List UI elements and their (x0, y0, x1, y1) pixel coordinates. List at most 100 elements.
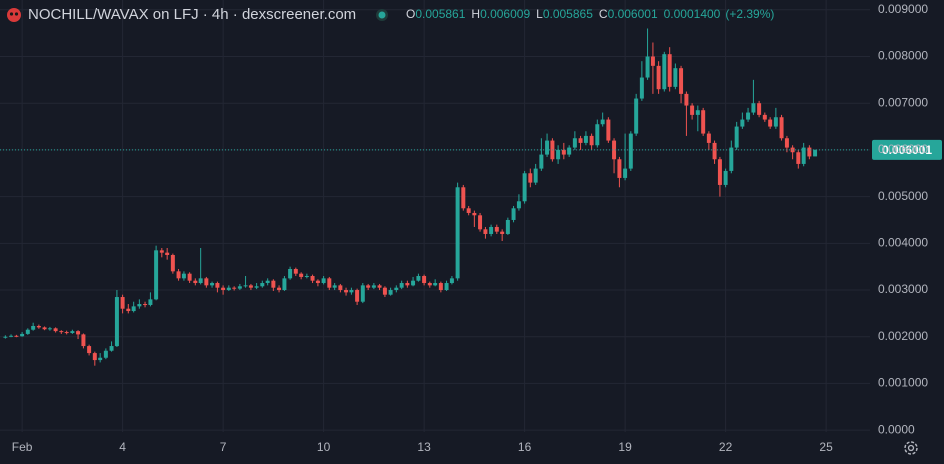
y-tick-label: 0.003000 (878, 282, 928, 296)
candle-body (690, 105, 695, 115)
x-tick-label: 13 (417, 440, 431, 454)
candle-body (221, 287, 226, 291)
candle-body (494, 226, 499, 232)
token-icon-eye (14, 12, 19, 16)
candle-body (455, 187, 460, 279)
x-tick-label: Feb (12, 440, 33, 454)
candle-body (740, 119, 745, 127)
candle-body (271, 280, 276, 288)
candle-body (226, 287, 231, 291)
candle-body (712, 142, 717, 160)
candle-body (779, 117, 784, 139)
candle-body (53, 328, 58, 332)
x-tick-label: 19 (618, 440, 632, 454)
gear-outer (904, 441, 918, 455)
candle-body (131, 306, 136, 312)
candle-body (36, 325, 41, 328)
candle-body (187, 273, 192, 281)
candle-body (388, 290, 393, 295)
candle-body (92, 353, 97, 361)
candle-body (489, 226, 494, 234)
candle-body (807, 147, 812, 157)
candle-body (304, 276, 309, 278)
candle-body (114, 297, 119, 347)
candle-body (572, 138, 577, 148)
candle-body (282, 278, 287, 291)
candle-body (556, 149, 561, 160)
x-tick-label: 25 (819, 440, 833, 454)
candle-body (545, 140, 550, 155)
candle-body (684, 93, 689, 106)
candle-body (148, 299, 153, 305)
candle-body (126, 308, 131, 312)
candle-body (773, 117, 778, 127)
candle-body (70, 331, 75, 333)
candle-body (321, 278, 326, 284)
candle-body (662, 54, 667, 90)
candles (3, 28, 818, 366)
candle-body (394, 287, 399, 291)
candle-body (237, 286, 242, 289)
candle-body (600, 119, 605, 125)
candle-body (344, 290, 349, 293)
ohlc-letter: H (471, 7, 480, 21)
candle-body (103, 350, 108, 358)
x-tick-label: 16 (518, 440, 532, 454)
candle-body (723, 170, 728, 185)
candle-body (701, 110, 706, 134)
candle-body (277, 287, 282, 291)
candle-body (31, 325, 36, 330)
candle-body (3, 336, 8, 338)
ohlc-value: 0.006001 (608, 7, 658, 21)
candle-body (204, 278, 209, 286)
candle-body (461, 187, 466, 209)
candle-body (612, 140, 617, 160)
candle-body (377, 285, 382, 288)
candle-body (650, 56, 655, 66)
candle-body (366, 285, 371, 288)
candle-body (422, 276, 427, 284)
candle-body (76, 331, 81, 335)
candle-body (299, 273, 304, 277)
x-tick-label: 7 (220, 440, 227, 454)
candle-body (64, 332, 69, 334)
grid (0, 0, 870, 432)
candle-body (9, 335, 14, 337)
y-tick-label: 0.006000 (878, 142, 928, 156)
candle-body (338, 285, 343, 291)
ohlc-value: 0.005861 (415, 7, 465, 21)
candle-body (332, 285, 337, 288)
settings-button[interactable] (904, 441, 918, 455)
candle-body (248, 285, 253, 288)
candle-body (623, 168, 628, 178)
candle-body (349, 290, 354, 293)
last-price-label: 0.006001 (882, 143, 932, 157)
candle-body (433, 283, 438, 286)
candle-body (120, 297, 125, 309)
y-tick-label: 0.004000 (878, 235, 928, 249)
candle-body (405, 283, 410, 286)
candle-body (210, 283, 215, 286)
token-icon (7, 8, 21, 22)
candle-body (444, 283, 449, 291)
candle-body (154, 250, 159, 300)
candle-body (288, 269, 293, 279)
candle-body (606, 119, 611, 141)
candle-body (143, 304, 148, 306)
candle-body (589, 135, 594, 146)
y-tick-label: 0.005000 (878, 189, 928, 203)
candle-body (466, 208, 471, 213)
candle-body (265, 280, 270, 284)
candle-body (751, 103, 756, 113)
candle-body (695, 110, 700, 115)
candle-body (813, 149, 818, 157)
change-value: 0.0001400 (664, 7, 721, 21)
candle-body (137, 304, 142, 307)
ohlc-value: 0.006009 (480, 7, 530, 21)
ohlc-letter: O (406, 7, 415, 21)
y-tick-label: 0.008000 (878, 49, 928, 63)
y-tick-label: 0.0000 (878, 422, 915, 436)
candle-body (757, 103, 762, 115)
